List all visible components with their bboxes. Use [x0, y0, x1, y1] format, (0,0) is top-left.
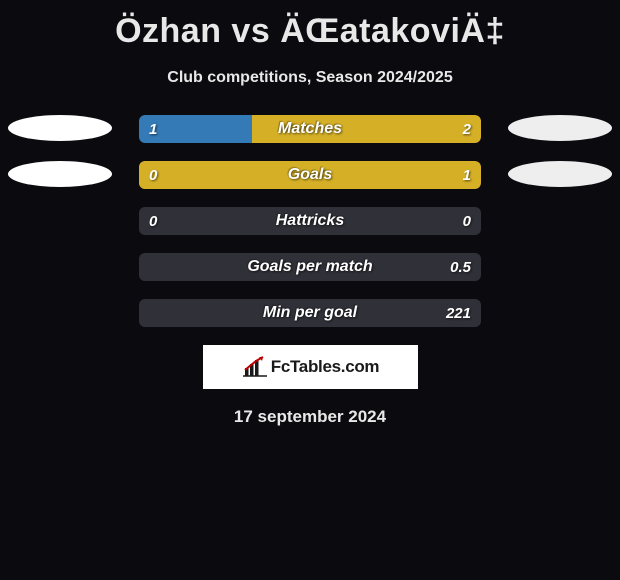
stat-row: Goals per match0.5: [139, 253, 481, 281]
stat-value-right: 0.5: [450, 253, 471, 281]
footer-date: 17 september 2024: [0, 407, 620, 427]
stat-value-right: 1: [463, 161, 471, 189]
stat-bars: 1Matches20Goals10Hattricks0Goals per mat…: [139, 115, 481, 327]
stat-row: Min per goal221: [139, 299, 481, 327]
player-right-avatar: [508, 115, 612, 141]
stat-row: 0Goals1: [139, 161, 481, 189]
stat-label: Goals: [139, 161, 481, 189]
stat-label: Matches: [139, 115, 481, 143]
stats-comparison-widget: Özhan vs ÄŒatakoviÄ‡ Club competitions, …: [0, 0, 620, 427]
stat-row: 0Hattricks0: [139, 207, 481, 235]
stat-row: 1Matches2: [139, 115, 481, 143]
team-right-avatar: [508, 161, 612, 187]
stat-value-right: 0: [463, 207, 471, 235]
stats-area: 1Matches20Goals10Hattricks0Goals per mat…: [0, 115, 620, 327]
page-title: Özhan vs ÄŒatakoviÄ‡: [0, 0, 620, 51]
stat-value-right: 2: [463, 115, 471, 143]
stat-value-right: 221: [446, 299, 471, 327]
team-left-avatar: [8, 161, 112, 187]
logo-chart-icon: [241, 356, 267, 378]
stat-label: Min per goal: [139, 299, 481, 327]
logo-text: FcTables.com: [271, 357, 380, 377]
stat-label: Hattricks: [139, 207, 481, 235]
stat-label: Goals per match: [139, 253, 481, 281]
subtitle: Club competitions, Season 2024/2025: [0, 69, 620, 87]
logo-box[interactable]: FcTables.com: [203, 345, 418, 389]
player-left-avatar: [8, 115, 112, 141]
